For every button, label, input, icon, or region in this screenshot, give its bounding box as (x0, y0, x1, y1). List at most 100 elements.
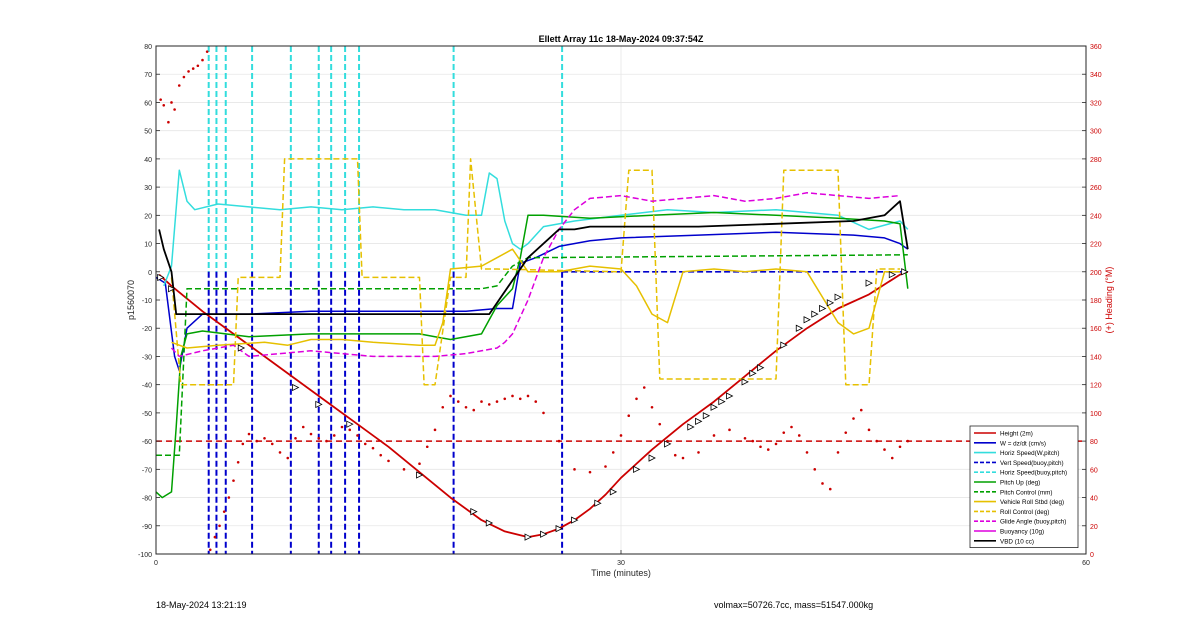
heading-point (472, 408, 476, 412)
heading-point (821, 482, 824, 485)
heading-point (241, 442, 245, 446)
height-marker (726, 392, 734, 400)
heading-point (418, 462, 421, 465)
x-tick-label: 30 (617, 560, 625, 567)
y-tick-label: -30 (142, 354, 152, 361)
height-marker (315, 400, 323, 409)
heading-point (340, 425, 344, 429)
heading-point (456, 400, 460, 403)
y-tick-label: -80 (142, 496, 152, 503)
y2-tick-label: 260 (1090, 185, 1102, 192)
y2-tick-label: 320 (1090, 100, 1102, 107)
y2-tick-label: 340 (1090, 72, 1102, 79)
heading-point (642, 386, 646, 389)
height-marker (826, 299, 835, 307)
heading-point (797, 434, 801, 437)
heading-point (480, 400, 483, 403)
series-roll-control (170, 158, 900, 386)
heading-point (232, 479, 235, 482)
height-marker (571, 516, 579, 524)
heading-point (697, 451, 700, 454)
legend-label-vehicle-roll: Vehicle Roll Stbd (deg) (1000, 499, 1064, 506)
y-tick-label: 70 (144, 72, 152, 79)
height-marker (803, 316, 811, 324)
heading-point (208, 548, 212, 552)
heading-point (619, 434, 623, 437)
legend-label-vbd: VBD (10 cc) (1000, 538, 1034, 545)
height-marker (594, 499, 602, 507)
heading-point (813, 468, 817, 471)
legend-label-horiz-speed: Horiz Speed(W,pitch) (1000, 450, 1060, 457)
height-marker (865, 279, 873, 287)
heading-point (309, 432, 313, 436)
height-marker (633, 465, 641, 473)
heading-point (433, 428, 437, 432)
y2-tick-label: 200 (1090, 270, 1102, 277)
heading-point (294, 436, 297, 440)
heading-point (495, 400, 499, 403)
heading-point (906, 439, 910, 443)
heading-point (875, 439, 879, 443)
height-marker (168, 285, 176, 293)
heading-point (167, 120, 170, 124)
heading-point (658, 422, 662, 426)
legend-label-height: Height (2m) (1000, 431, 1033, 438)
y-tick-label: 30 (144, 185, 152, 192)
height-marker (901, 268, 909, 276)
heading-point (363, 442, 367, 446)
height-marker (687, 423, 695, 431)
heading-point (883, 448, 886, 451)
heading-point (236, 460, 240, 464)
height-marker (811, 310, 819, 318)
heading-point (828, 487, 832, 491)
heading-point (222, 510, 226, 513)
legend-label-pitch-control: Pitch Control (mm) (1000, 489, 1052, 496)
ticks: -100-90-80-70-60-50-40-30-20-10010203040… (138, 44, 1102, 567)
heading-point (805, 451, 809, 454)
heading-point (573, 468, 576, 471)
y2-tick-label: 60 (1090, 467, 1098, 474)
heading-point (449, 394, 452, 398)
y2-tick-label: 160 (1090, 326, 1102, 333)
legend-label-pitch-up: Pitch Up (deg) (1000, 480, 1040, 487)
legend: Height (2m) W = dz/dt (cm/s) Horiz Speed(W… (969, 425, 1079, 548)
series-vehicle-roll (171, 248, 900, 349)
heading-point (790, 425, 793, 429)
heading-point (325, 439, 328, 443)
heading-point (227, 496, 231, 499)
heading-point (162, 103, 166, 107)
legend-label-glide-angle: Glide Angle (buoy,pitch) (1000, 519, 1066, 526)
series-horiz-speed (163, 169, 909, 287)
heading-point (301, 425, 305, 429)
legend-label-vert-speed-buoy: Vert Speed(buoy,pitch) (1000, 460, 1064, 467)
y-tick-label: -20 (142, 326, 152, 333)
y-tick-label: 20 (144, 213, 152, 220)
heading-point (332, 434, 336, 437)
heading-point (173, 108, 176, 111)
legend-label-buoyancy: Buoyancy (10g) (1000, 529, 1044, 536)
height-marker (834, 293, 842, 301)
x-tick-label: 60 (1082, 560, 1090, 567)
heading-point (890, 456, 894, 460)
y2-tick-label: 0 (1090, 552, 1094, 559)
y-tick-label: 80 (144, 44, 152, 51)
legend-label-roll-control: Roll Control (deg) (1000, 509, 1049, 516)
height-marker (470, 508, 478, 516)
y-tick-label: -60 (142, 439, 152, 446)
heading-point (511, 394, 514, 398)
y-tick-label: 60 (144, 100, 152, 107)
x-axis-label: Time (minutes) (591, 568, 651, 578)
height-marker (780, 341, 788, 349)
legend-box (969, 425, 1079, 548)
heading-point (557, 439, 561, 443)
heading-point (182, 75, 186, 79)
heading-point (859, 408, 863, 412)
heading-point (782, 431, 786, 434)
y2-tick-label: 20 (1090, 524, 1098, 531)
height-marker (718, 397, 726, 406)
height-marker (524, 533, 532, 541)
y-tick-label: 50 (144, 129, 152, 136)
heading-point (213, 535, 217, 539)
y2-axis-label: (+) Heading (°M) (1104, 267, 1114, 334)
